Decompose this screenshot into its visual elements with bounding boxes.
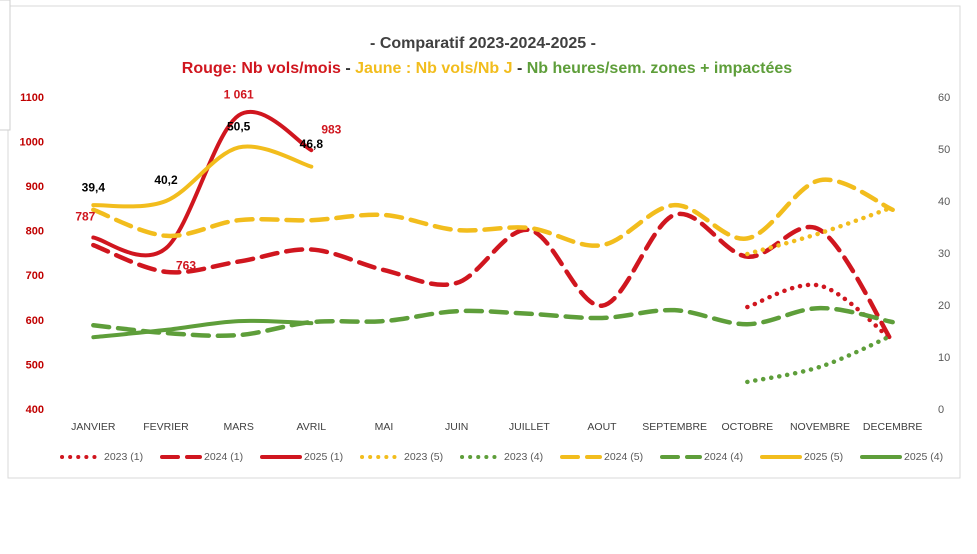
series-line: [91, 144, 314, 209]
data-label: 1 061: [224, 88, 254, 102]
subtitle-part: Jaune : Nb vols/Nb J: [355, 60, 512, 77]
legend-label: 2023 (5): [404, 451, 443, 463]
data-label: 763: [176, 258, 196, 272]
legend-label: 2025 (4): [904, 451, 943, 463]
data-label: 983: [321, 122, 341, 136]
data-label: 46,8: [300, 137, 324, 151]
y2-tick-label: 0: [938, 404, 944, 416]
legend-label: 2024 (1): [204, 451, 243, 463]
legend-label: 2023 (4): [504, 451, 543, 463]
x-tick-label: NOVEMBRE: [790, 421, 850, 433]
chart-title: - Comparatif 2023-2024-2025 -: [370, 35, 596, 52]
y-tick-label: 700: [26, 270, 44, 282]
x-tick-label: AVRIL: [297, 421, 327, 433]
y-tick-label: 900: [26, 181, 44, 193]
series-line: [745, 282, 895, 344]
y2-tick-label: 40: [938, 196, 950, 208]
data-label: 40,2: [154, 173, 178, 187]
x-tick-label: MARS: [223, 421, 253, 433]
subtitle-part: -: [341, 60, 355, 77]
y2-tick-label: 20: [938, 300, 950, 312]
subtitle-part: Nb heures/sem. zones + impactées: [527, 60, 793, 77]
y-tick-label: 400: [26, 404, 44, 416]
chart-frame: [7, 5, 961, 479]
legend-label: 2025 (1): [304, 451, 343, 463]
x-tick-label: DECEMBRE: [863, 421, 923, 433]
x-tick-label: OCTOBRE: [721, 421, 773, 433]
x-tick-label: JANVIER: [71, 421, 116, 433]
y2-tick-label: 10: [938, 352, 950, 364]
data-label: 787: [75, 210, 95, 224]
y-tick-label: 1100: [20, 92, 44, 104]
x-tick-label: MAI: [375, 421, 394, 433]
series-line: [91, 177, 895, 248]
legend-label: 2024 (5): [604, 451, 643, 463]
y-tick-label: 600: [26, 315, 44, 327]
subtitle-part: Rouge: Nb vols/mois: [182, 60, 341, 77]
data-label: 50,5: [227, 120, 251, 134]
chart-subtitle: Rouge: Nb vols/mois - Jaune : Nb vols/Nb…: [182, 60, 792, 77]
series-line: [91, 305, 895, 339]
x-tick-label: JUIN: [445, 421, 468, 433]
x-tick-label: FEVRIER: [143, 421, 189, 433]
x-tick-label: JUILLET: [509, 421, 550, 433]
x-tick-label: AOUT: [587, 421, 617, 433]
y2-tick-label: 30: [938, 248, 950, 260]
y2-tick-label: 50: [938, 144, 950, 156]
series-line: [91, 318, 314, 340]
side-box: [0, 0, 11, 131]
legend-label: 2023 (1): [104, 451, 143, 463]
legend-label: 2024 (4): [704, 451, 743, 463]
y2-tick-label: 60: [938, 92, 950, 104]
y-tick-label: 500: [26, 359, 44, 371]
x-tick-label: SEPTEMBRE: [642, 421, 707, 433]
series-line: [745, 204, 895, 257]
subtitle-part: -: [513, 60, 527, 77]
y-tick-label: 800: [26, 226, 44, 238]
y-tick-label: 1000: [20, 136, 44, 148]
series-line: [91, 109, 314, 258]
series-line: [745, 332, 895, 385]
legend-label: 2025 (5): [804, 451, 843, 463]
data-label: 39,4: [82, 180, 106, 194]
